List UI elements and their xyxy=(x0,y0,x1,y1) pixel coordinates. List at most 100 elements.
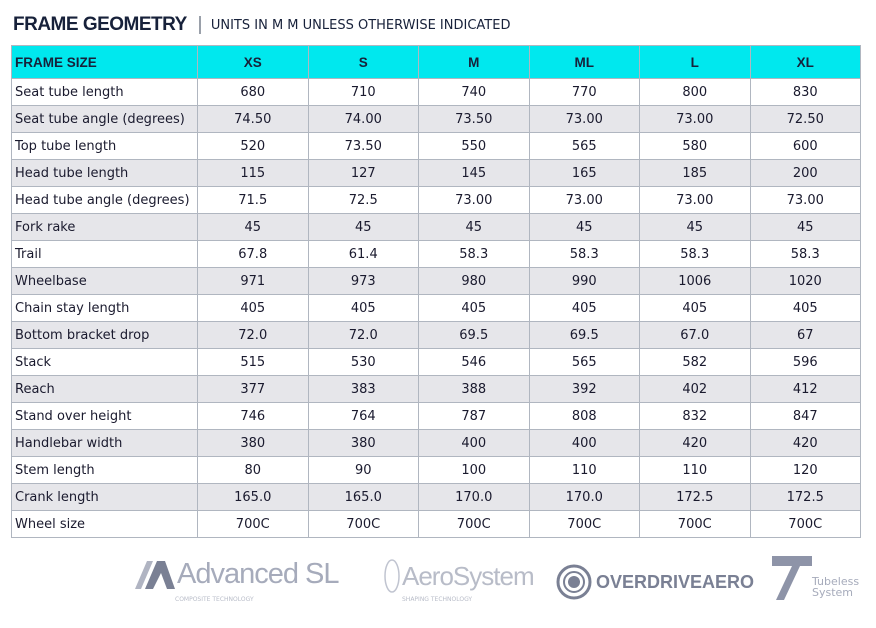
value-cell: 700C xyxy=(749,510,861,538)
value-cell: 700C xyxy=(197,510,309,538)
value-cell: 990 xyxy=(528,267,640,295)
value-cell: 973 xyxy=(307,267,419,295)
value-cell: 520 xyxy=(197,132,309,160)
value-cell: 73.00 xyxy=(418,186,530,214)
brand-logos: Advanced SL COMPOSITE TECHNOLOGY AeroSys… xyxy=(130,556,860,606)
value-cell: 515 xyxy=(197,348,309,376)
size-header: XL xyxy=(749,45,861,79)
value-cell: 110 xyxy=(639,456,751,484)
value-cell: 170.0 xyxy=(528,483,640,511)
value-cell: 550 xyxy=(418,132,530,160)
value-cell: 402 xyxy=(639,375,751,403)
value-cell: 405 xyxy=(749,294,861,322)
value-cell: 830 xyxy=(749,78,861,106)
measurement-label: Seat tube length xyxy=(11,78,198,106)
measurement-label: Fork rake xyxy=(11,213,198,241)
size-header: ML xyxy=(528,45,640,79)
value-cell: 165 xyxy=(528,159,640,187)
value-cell: 383 xyxy=(307,375,419,403)
value-cell: 110 xyxy=(528,456,640,484)
value-cell: 74.00 xyxy=(307,105,419,133)
tubeless-text: Tubeless System xyxy=(812,575,860,599)
measurement-label: Bottom bracket drop xyxy=(11,321,198,349)
measurement-label: Stem length xyxy=(11,456,198,484)
value-cell: 115 xyxy=(197,159,309,187)
value-cell: 69.5 xyxy=(418,321,530,349)
value-cell: 746 xyxy=(197,402,309,430)
value-cell: 710 xyxy=(307,78,419,106)
value-cell: 400 xyxy=(528,429,640,457)
value-cell: 764 xyxy=(307,402,419,430)
measurement-label: Stand over height xyxy=(11,402,198,430)
value-cell: 74.50 xyxy=(197,105,309,133)
measurement-label: Crank length xyxy=(11,483,198,511)
value-cell: 127 xyxy=(307,159,419,187)
table-row: Seat tube angle (degrees) 74.50 74.00 73.50… xyxy=(11,105,861,133)
frame-size-header: FRAME SIZE xyxy=(11,45,198,79)
measurement-label: Head tube length xyxy=(11,159,198,187)
value-cell: 200 xyxy=(749,159,861,187)
value-cell: 680 xyxy=(197,78,309,106)
tubeless-mark-icon xyxy=(772,556,812,600)
value-cell: 80 xyxy=(197,456,309,484)
page-header: FRAME GEOMETRY UNITS IN M M UNLESS OTHER… xyxy=(13,14,510,36)
measurement-label: Wheelbase xyxy=(11,267,198,295)
overdrive-aero-logo: OVERDRIVEAERO xyxy=(556,564,754,600)
measurement-label: Stack xyxy=(11,348,198,376)
value-cell: 45 xyxy=(528,213,640,241)
table-row: Seat tube length 680 710 740 770 800 830 xyxy=(11,78,861,106)
value-cell: 380 xyxy=(307,429,419,457)
page-title: FRAME GEOMETRY xyxy=(13,14,187,35)
measurement-label: Head tube angle (degrees) xyxy=(11,186,198,214)
geometry-table: FRAME SIZE XS S M ML L XL Seat tube length 680 7… xyxy=(11,45,861,538)
table-row: Top tube length 520 73.50 550 565 580 600 xyxy=(11,132,861,160)
table-row: Stack 515 530 546 565 582 596 xyxy=(11,348,861,376)
measurement-label: Trail xyxy=(11,240,198,268)
value-cell: 980 xyxy=(418,267,530,295)
table-row: Trail 67.8 61.4 58.3 58.3 58.3 58.3 xyxy=(11,240,861,268)
table-row: Bottom bracket drop 72.0 72.0 69.5 69.5 67.0 6… xyxy=(11,321,861,349)
value-cell: 73.00 xyxy=(639,186,751,214)
measurement-label: Top tube length xyxy=(11,132,198,160)
value-cell: 58.3 xyxy=(639,240,751,268)
value-cell: 58.3 xyxy=(528,240,640,268)
value-cell: 165.0 xyxy=(197,483,309,511)
value-cell: 67.8 xyxy=(197,240,309,268)
value-cell: 73.00 xyxy=(749,186,861,214)
measurement-label: Reach xyxy=(11,375,198,403)
value-cell: 580 xyxy=(639,132,751,160)
value-cell: 67.0 xyxy=(639,321,751,349)
value-cell: 145 xyxy=(418,159,530,187)
value-cell: 100 xyxy=(418,456,530,484)
value-cell: 45 xyxy=(197,213,309,241)
measurement-label: Handlebar width xyxy=(11,429,198,457)
table-row: Handlebar width 380 380 400 400 420 420 xyxy=(11,429,861,457)
value-cell: 90 xyxy=(307,456,419,484)
value-cell: 808 xyxy=(528,402,640,430)
measurement-label: Chain stay length xyxy=(11,294,198,322)
value-cell: 61.4 xyxy=(307,240,419,268)
value-cell: 67 xyxy=(749,321,861,349)
table-row: Head tube length 115 127 145 165 185 200 xyxy=(11,159,861,187)
table-row: Head tube angle (degrees) 71.5 72.5 73.00 73… xyxy=(11,186,861,214)
value-cell: 1020 xyxy=(749,267,861,295)
size-header: L xyxy=(639,45,751,79)
value-cell: 565 xyxy=(528,348,640,376)
size-header: XS xyxy=(197,45,309,79)
value-cell: 832 xyxy=(639,402,751,430)
value-cell: 770 xyxy=(528,78,640,106)
value-cell: 73.50 xyxy=(307,132,419,160)
divider xyxy=(198,16,201,34)
value-cell: 73.00 xyxy=(528,186,640,214)
value-cell: 596 xyxy=(749,348,861,376)
value-cell: 1006 xyxy=(639,267,751,295)
value-cell: 172.5 xyxy=(749,483,861,511)
value-cell: 185 xyxy=(639,159,751,187)
value-cell: 170.0 xyxy=(418,483,530,511)
value-cell: 530 xyxy=(307,348,419,376)
value-cell: 420 xyxy=(639,429,751,457)
value-cell: 73.00 xyxy=(639,105,751,133)
value-cell: 45 xyxy=(307,213,419,241)
size-header: M xyxy=(418,45,530,79)
measurement-label: Wheel size xyxy=(11,510,198,538)
